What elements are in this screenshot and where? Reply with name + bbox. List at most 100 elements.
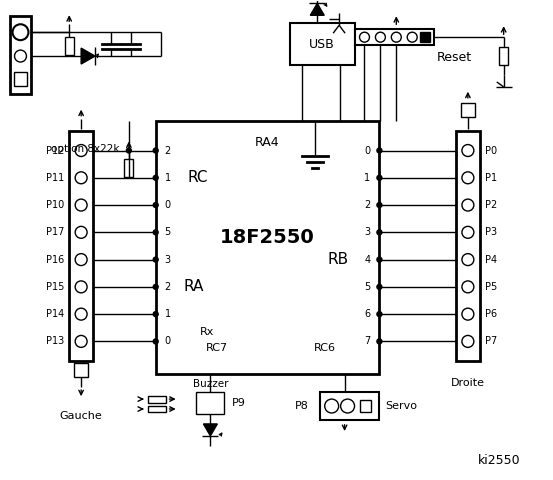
- Circle shape: [75, 308, 87, 320]
- Text: P17: P17: [46, 228, 64, 237]
- Bar: [148, 406, 166, 412]
- Bar: [156, 120, 379, 374]
- Bar: [420, 32, 430, 42]
- Text: 2: 2: [164, 145, 171, 156]
- Circle shape: [462, 227, 474, 238]
- Circle shape: [462, 144, 474, 156]
- Text: P13: P13: [46, 336, 64, 347]
- Bar: [196, 392, 225, 414]
- Circle shape: [127, 148, 132, 153]
- Text: 18F2550: 18F2550: [220, 228, 315, 247]
- Circle shape: [377, 339, 382, 344]
- Bar: [124, 159, 133, 178]
- Text: Droite: Droite: [451, 378, 485, 388]
- Text: 1: 1: [165, 309, 171, 319]
- Circle shape: [377, 230, 382, 235]
- Circle shape: [377, 257, 382, 262]
- Text: RB: RB: [327, 252, 348, 267]
- Text: 3: 3: [165, 254, 171, 264]
- Circle shape: [377, 148, 382, 153]
- Text: 0: 0: [364, 145, 371, 156]
- Circle shape: [75, 227, 87, 238]
- Bar: [69, 131, 93, 361]
- Text: P10: P10: [46, 200, 64, 210]
- Bar: [359, 400, 372, 412]
- Bar: [74, 363, 88, 377]
- Circle shape: [75, 144, 87, 156]
- Circle shape: [325, 399, 338, 413]
- Text: 3: 3: [364, 228, 371, 237]
- Polygon shape: [310, 3, 324, 15]
- Bar: [9, 16, 32, 94]
- Text: P15: P15: [46, 282, 64, 292]
- Text: 5: 5: [364, 282, 371, 292]
- Bar: [354, 29, 434, 45]
- Circle shape: [153, 148, 158, 153]
- Text: P3: P3: [485, 228, 497, 237]
- Text: Buzzer: Buzzer: [192, 379, 228, 389]
- Bar: [456, 131, 480, 361]
- Text: RA: RA: [183, 279, 204, 294]
- Text: 0: 0: [165, 336, 171, 347]
- Text: P5: P5: [485, 282, 497, 292]
- Circle shape: [75, 172, 87, 184]
- Circle shape: [341, 399, 354, 413]
- Text: P1: P1: [485, 173, 497, 183]
- Text: RC: RC: [187, 170, 208, 185]
- Text: P4: P4: [485, 254, 497, 264]
- Bar: [320, 392, 379, 420]
- Text: Servo: Servo: [385, 401, 418, 411]
- Circle shape: [153, 175, 158, 180]
- Circle shape: [153, 339, 158, 344]
- Text: 4: 4: [364, 254, 371, 264]
- Circle shape: [75, 253, 87, 265]
- Text: P8: P8: [295, 401, 309, 411]
- Text: 1: 1: [364, 173, 371, 183]
- Text: P9: P9: [232, 398, 246, 408]
- Text: P16: P16: [46, 254, 64, 264]
- Circle shape: [153, 257, 158, 262]
- Text: 6: 6: [364, 309, 371, 319]
- Bar: [461, 103, 475, 117]
- Circle shape: [75, 199, 87, 211]
- Text: RC7: RC7: [206, 343, 228, 353]
- Text: 0: 0: [165, 200, 171, 210]
- Bar: [65, 37, 74, 55]
- Text: P0: P0: [485, 145, 497, 156]
- Circle shape: [153, 203, 158, 207]
- Text: option 8x22k: option 8x22k: [51, 144, 120, 154]
- Text: P11: P11: [46, 173, 64, 183]
- Text: P12: P12: [46, 145, 64, 156]
- Circle shape: [407, 32, 417, 42]
- Circle shape: [392, 32, 401, 42]
- Text: ki2550: ki2550: [477, 454, 520, 467]
- Text: USB: USB: [309, 37, 335, 51]
- Circle shape: [14, 50, 27, 62]
- Text: P7: P7: [485, 336, 497, 347]
- Text: Gauche: Gauche: [60, 411, 102, 421]
- Polygon shape: [204, 424, 217, 436]
- Bar: [290, 23, 354, 65]
- Circle shape: [462, 308, 474, 320]
- Circle shape: [462, 253, 474, 265]
- Polygon shape: [81, 48, 95, 64]
- Circle shape: [13, 24, 28, 40]
- Text: RA4: RA4: [255, 136, 280, 149]
- Circle shape: [375, 32, 385, 42]
- Text: RC6: RC6: [314, 343, 336, 353]
- Circle shape: [153, 284, 158, 289]
- Text: 1: 1: [165, 173, 171, 183]
- Text: 2: 2: [364, 200, 371, 210]
- Circle shape: [462, 336, 474, 348]
- Bar: [13, 72, 28, 86]
- Text: Reset: Reset: [437, 50, 472, 63]
- Circle shape: [153, 312, 158, 317]
- Text: 2: 2: [164, 282, 171, 292]
- Text: 5: 5: [164, 228, 171, 237]
- Circle shape: [377, 175, 382, 180]
- Bar: [148, 396, 166, 403]
- Text: Rx: Rx: [200, 327, 215, 337]
- Circle shape: [75, 281, 87, 293]
- Circle shape: [359, 32, 369, 42]
- Circle shape: [377, 203, 382, 207]
